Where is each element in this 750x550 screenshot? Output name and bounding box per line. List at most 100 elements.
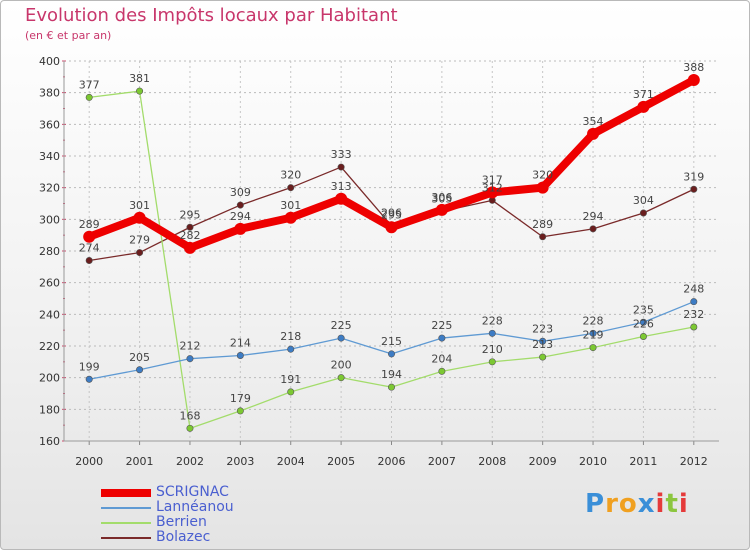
data-point-lanneanou (690, 298, 698, 306)
data-label-bolazec: 304 (633, 194, 654, 207)
data-point-scrignac (385, 221, 398, 234)
x-tick-label: 2008 (478, 455, 506, 468)
legend-swatch (101, 506, 151, 509)
data-label-scrignac: 354 (583, 115, 604, 128)
data-point-lanneanou (639, 318, 647, 326)
data-point-bolazec (690, 185, 698, 193)
y-tick-label: 260 (39, 277, 60, 290)
data-point-berrien (337, 374, 345, 382)
data-point-berrien (287, 388, 295, 396)
proxiti-logo: Proxiti (585, 489, 689, 519)
data-point-bolazec (337, 163, 345, 171)
data-label-bolazec: 309 (230, 186, 251, 199)
y-tick-label: 220 (39, 340, 60, 353)
y-tick-label: 240 (39, 308, 60, 321)
data-label-lanneanou: 212 (179, 340, 200, 353)
data-label-lanneanou: 199 (79, 360, 100, 373)
y-tick-label: 380 (39, 87, 60, 100)
y-tick-label: 160 (39, 435, 60, 448)
data-point-berrien (387, 383, 395, 391)
y-tick-label: 300 (39, 213, 60, 226)
data-label-berrien: 381 (129, 72, 150, 85)
data-label-bolazec: 312 (482, 181, 503, 194)
data-label-lanneanou: 228 (482, 314, 503, 327)
logo-letter: t (665, 489, 679, 519)
data-label-scrignac: 317 (482, 173, 503, 186)
legend-swatch (101, 521, 151, 524)
legend-swatch (101, 536, 151, 539)
legend-label: Berrien (156, 514, 207, 530)
data-point-bolazec (589, 225, 597, 233)
data-point-scrignac (486, 186, 499, 199)
x-tick-label: 2009 (529, 455, 557, 468)
legend-item: Berrien (101, 515, 234, 530)
data-label-bolazec: 305 (431, 192, 452, 205)
data-label-lanneanou: 228 (583, 314, 604, 327)
data-label-scrignac: 295 (381, 208, 402, 221)
data-label-scrignac: 388 (683, 61, 704, 74)
data-label-bolazec: 296 (381, 207, 402, 220)
data-point-scrignac (587, 127, 600, 140)
y-tick-label: 400 (39, 55, 60, 68)
legend: SCRIGNAC Lannéanou Berrien Bolazec (101, 485, 234, 545)
data-label-berrien: 232 (683, 308, 704, 321)
data-label-lanneanou: 235 (633, 303, 654, 316)
y-tick-label: 280 (39, 245, 60, 258)
x-tick-label: 2003 (226, 455, 254, 468)
data-label-lanneanou: 215 (381, 335, 402, 348)
data-point-lanneanou (539, 337, 547, 345)
data-label-scrignac: 306 (431, 191, 452, 204)
data-label-berrien: 210 (482, 343, 503, 356)
data-label-berrien: 191 (280, 373, 301, 386)
logo-letter: P (585, 489, 606, 519)
data-point-bolazec (186, 223, 194, 231)
data-label-bolazec: 294 (583, 210, 604, 223)
data-label-scrignac: 294 (230, 210, 251, 223)
y-tick-label: 340 (39, 150, 60, 163)
data-label-lanneanou: 225 (431, 319, 452, 332)
data-point-scrignac (183, 241, 196, 254)
data-point-lanneanou (337, 334, 345, 342)
chart-title: Evolution des Impôts locaux par Habitant (25, 5, 398, 26)
data-point-lanneanou (85, 375, 93, 383)
legend-label: Lannéanou (156, 499, 234, 515)
data-point-lanneanou (387, 350, 395, 358)
data-point-bolazec (539, 233, 547, 241)
logo-letter: x (637, 489, 656, 519)
data-point-lanneanou (236, 351, 244, 359)
data-label-berrien: 200 (331, 359, 352, 372)
data-point-lanneanou (287, 345, 295, 353)
data-point-scrignac (234, 222, 247, 235)
data-point-lanneanou (186, 355, 194, 363)
y-tick-label: 180 (39, 403, 60, 416)
x-tick-label: 2012 (680, 455, 708, 468)
data-point-berrien (186, 424, 194, 432)
data-label-berrien: 377 (79, 78, 100, 91)
data-point-lanneanou (589, 329, 597, 337)
y-tick-label: 200 (39, 372, 60, 385)
logo-letter: r (605, 489, 619, 519)
x-tick-label: 2004 (277, 455, 305, 468)
x-tick-label: 2006 (378, 455, 406, 468)
data-point-scrignac (637, 100, 650, 113)
data-label-berrien: 168 (179, 409, 200, 422)
data-label-scrignac: 301 (280, 199, 301, 212)
data-point-berrien (690, 323, 698, 331)
chart-subtitle: (en € et par an) (25, 29, 112, 42)
x-tick-label: 2002 (176, 455, 204, 468)
data-point-berrien (236, 407, 244, 415)
data-point-lanneanou (136, 366, 144, 374)
data-point-bolazec (287, 184, 295, 192)
x-tick-label: 2011 (629, 455, 657, 468)
data-point-scrignac (335, 192, 348, 205)
data-point-bolazec (85, 256, 93, 264)
legend-label: Bolazec (156, 529, 211, 545)
data-label-berrien: 204 (431, 352, 452, 365)
data-label-lanneanou: 205 (129, 351, 150, 364)
data-point-scrignac (284, 211, 297, 224)
x-tick-label: 2000 (75, 455, 103, 468)
data-point-berrien (136, 87, 144, 95)
data-label-lanneanou: 248 (683, 283, 704, 296)
